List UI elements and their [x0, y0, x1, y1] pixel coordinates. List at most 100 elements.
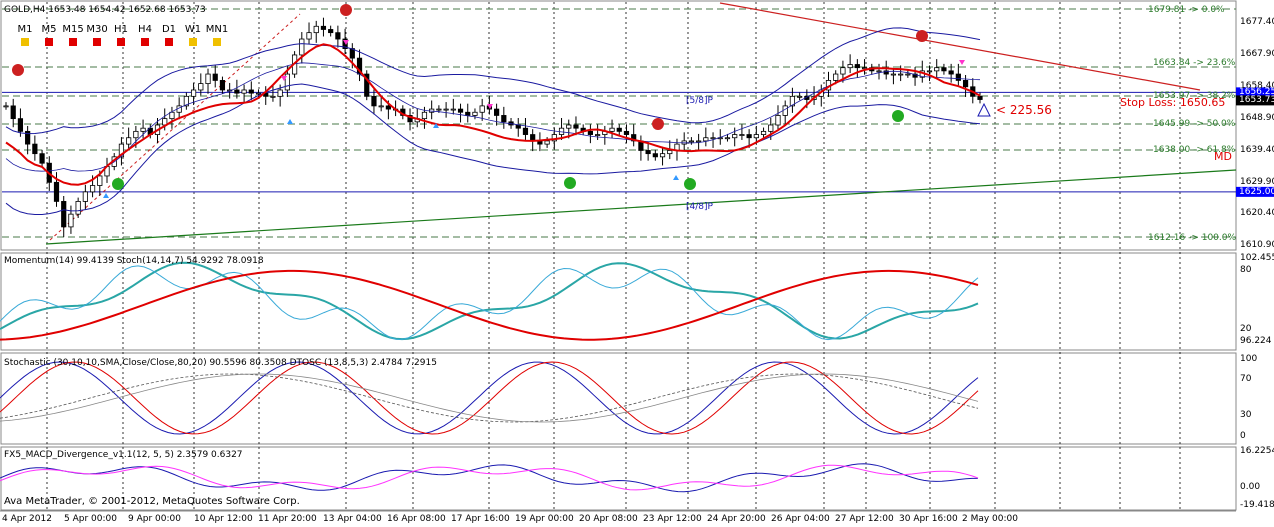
stoch-signal-line [0, 269, 979, 341]
candle-body [255, 92, 262, 95]
timeframe-bar: M1 M5 M15 M30 H1 H4 D1 W1 MN1 [17, 24, 233, 46]
momentum-line [0, 265, 979, 341]
time-tick-label: 24 Apr 20:00 [707, 514, 766, 524]
momentum-tick-label: 102.455 [1240, 253, 1274, 263]
time-tick-label: 30 Apr 16:00 [899, 514, 958, 524]
candle-body [753, 134, 759, 139]
sell-signal-icon [652, 118, 664, 130]
candle-body [320, 25, 327, 30]
red-moving-average [5, 43, 981, 186]
candle-body [472, 111, 478, 116]
candle-body [912, 73, 918, 78]
candle-body [732, 134, 738, 139]
candle-body [616, 127, 622, 132]
candle-body [364, 73, 370, 97]
timeframe-status-square [45, 38, 53, 46]
buy-signal-icon [684, 178, 696, 190]
candle-body [760, 130, 767, 135]
price-marker-2 [1236, 186, 1274, 197]
copyright: Ava MetaTrader, © 2001-2012, MetaQuotes … [4, 496, 300, 507]
candle-body [17, 118, 24, 132]
candle-body [768, 124, 774, 132]
murrey-lower-label: [4/8]P [686, 202, 713, 212]
candle-body [905, 73, 911, 76]
price-tick-label: 1629.90 [1240, 177, 1274, 187]
stochastic-main-line [0, 361, 979, 435]
fib-23-label: 1663.84 -> 23.6% [1153, 58, 1236, 68]
candle-body [544, 140, 550, 145]
candle-body [25, 130, 31, 145]
candle-body [688, 140, 695, 143]
candle-body [342, 38, 348, 49]
upper-band [5, 27, 981, 135]
momentum-tick-label: 80 [1240, 265, 1252, 275]
stochastic-tick-label: 0 [1240, 431, 1246, 441]
candle-body [133, 130, 139, 139]
timeframe-w1: W1 [185, 24, 201, 46]
candle-body [183, 95, 189, 107]
candle-body [833, 73, 839, 81]
timeframe-label: H1 [114, 24, 128, 35]
timeframe-h1: H1 [113, 24, 129, 46]
down-arrow-icon [487, 104, 493, 109]
candle-body [696, 140, 702, 143]
candle-body [775, 115, 781, 126]
stochastic-title: Stochastic (30,10,10,SMA,Close/Close,80,… [4, 358, 437, 368]
macd-tick-label: 16.2254 [1240, 446, 1274, 456]
timeframe-label: W1 [184, 24, 202, 35]
timeframe-label: M15 [62, 24, 84, 35]
candle-body [890, 73, 897, 76]
time-tick-label: 16 Apr 08:00 [387, 514, 446, 524]
candle-body [876, 70, 882, 73]
timeframe-status-square [21, 38, 29, 46]
support-trendline [45, 169, 1237, 245]
candle-body [573, 124, 579, 129]
price-marker-label: 1656.25 [1239, 87, 1274, 98]
candle-body [840, 67, 846, 75]
candle-body [328, 29, 334, 34]
time-tick-label: 11 Apr 20:00 [258, 514, 317, 524]
candle-body [739, 134, 745, 136]
candle-body [703, 137, 709, 142]
candle-body [335, 32, 341, 40]
macd-main-line [0, 463, 978, 493]
price-tick-label: 1639.40 [1240, 145, 1274, 155]
candle-body [623, 130, 630, 135]
stochastic-tick-label: 30 [1240, 410, 1252, 420]
candle-body [659, 153, 666, 158]
candle-body [198, 83, 204, 91]
candle-body [789, 95, 796, 107]
candle-body [551, 134, 557, 142]
candle-body [284, 73, 290, 91]
price-tick-label: 1610.90 [1240, 240, 1274, 250]
candle-body [861, 67, 868, 70]
timeframe-m30: M30 [86, 24, 108, 46]
candle-body [465, 111, 471, 116]
murrey-upper-label: [5/8]P [686, 96, 713, 106]
candle-body [190, 89, 197, 97]
stochastic-tick-label: 100 [1240, 354, 1258, 364]
timeframe-label: MN1 [205, 24, 229, 35]
candle-body [515, 124, 521, 129]
up-arrow-icon [433, 123, 439, 128]
time-tick-label: 4 Apr 2012 [2, 514, 52, 524]
fib-61-label: 1638.00 -> 61.8% [1153, 145, 1236, 155]
candle-body [299, 38, 305, 56]
candle-body [436, 108, 442, 111]
md-label: MD [1214, 150, 1232, 163]
candle-body [212, 73, 218, 81]
candle-body [371, 95, 377, 107]
panel-frame-mom [0, 252, 1237, 351]
candle-body [926, 70, 933, 73]
projection-line [49, 13, 301, 241]
candle-body [479, 105, 485, 113]
candle-body [219, 80, 226, 91]
up-arrow-icon [103, 193, 109, 198]
candle-body [494, 108, 500, 116]
candle-body [140, 127, 146, 132]
time-tick-label: 10 Apr 12:00 [194, 514, 253, 524]
candle-body [61, 201, 67, 228]
candle-body [948, 70, 954, 75]
price-marker-0 [1236, 87, 1274, 98]
